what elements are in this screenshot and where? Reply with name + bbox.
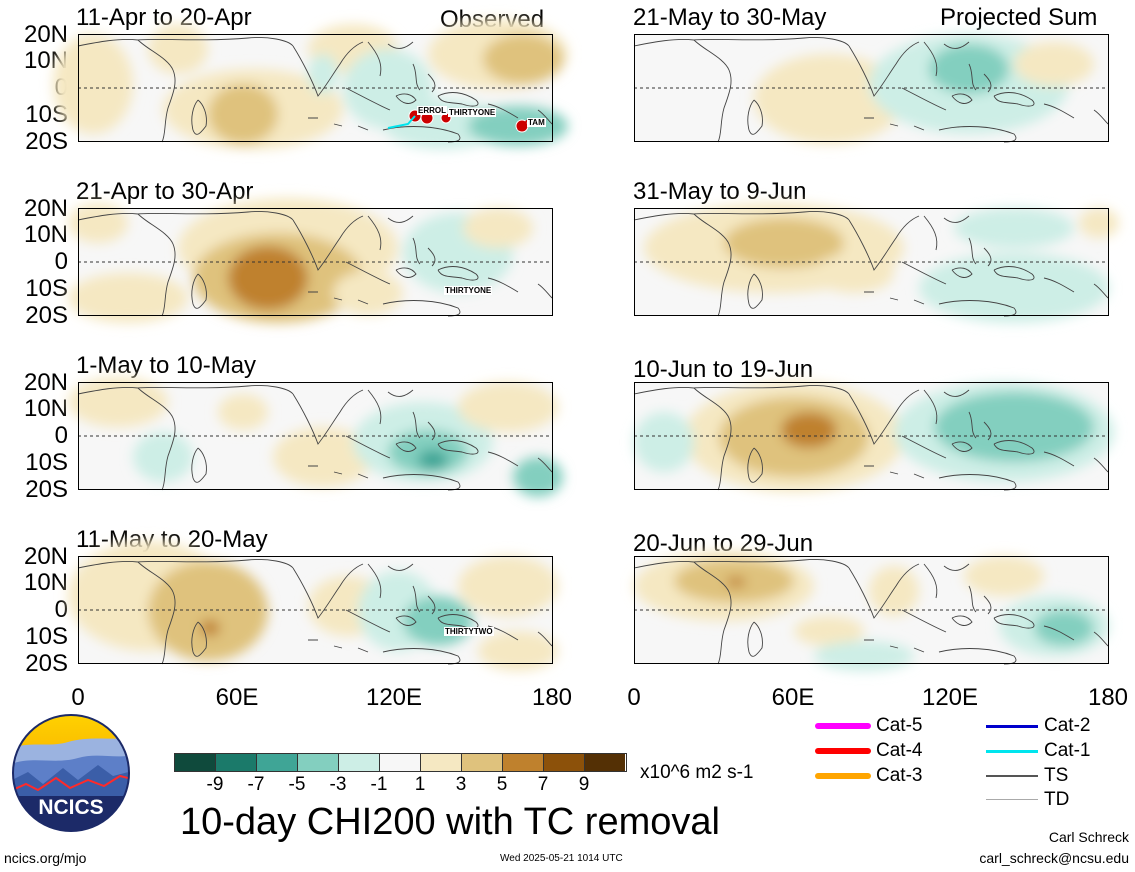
lat-label: 10N [23,221,68,248]
projected-header: Projected Sum [940,4,1098,31]
legend-label-cat2: Cat-2 [1044,715,1091,736]
lat-label: 20S [25,302,68,329]
legend-swatch-td [986,799,1038,800]
author: Carl Schreck [1048,829,1129,845]
lon-label: 180 [1087,684,1129,711]
lon-label: 0 [71,684,85,711]
lat-label: 20N [23,21,68,48]
panel-frame [78,208,553,316]
timestamp: Wed 2025-05-21 1014 UTC [500,853,623,864]
colorbar-bin [257,754,298,771]
lat-label: 0 [54,596,68,623]
colorbar-bin [175,754,216,771]
lat-label: 20N [23,195,68,222]
colorbar-bin [298,754,339,771]
lon-label: 0 [627,684,641,711]
colorbar-bin [503,754,544,771]
panel-title-obs-1: 11-Apr to 20-Apr [76,4,252,31]
lat-label: 20S [25,128,68,155]
logo-text: NCICS [38,796,103,819]
legend-label-cat5: Cat-5 [876,715,923,736]
panel-title-proj-3: 10-Jun to 19-Jun [633,356,814,383]
storm-label-errol: ERROL [417,106,447,115]
legend-swatch-cat1 [986,750,1038,753]
map-panel-proj-4 [633,551,1109,671]
colorbar-bin [544,754,585,771]
colorbar [174,753,627,772]
colorbar-tick: -9 [206,774,224,795]
colorbar-tick: -3 [329,774,347,795]
panel-title-obs-2: 21-Apr to 30-Apr [76,178,254,205]
storm-label-thirtyone-2: THIRTYONE [444,286,493,295]
colorbar-bin [421,754,462,771]
legend-label-td: TD [1044,789,1070,810]
lat-label: 10S [25,623,68,650]
colorbar-tick: 9 [578,774,590,795]
map-panel-proj-3 [633,382,1114,492]
colorbar-bin [462,754,503,771]
legend-label-cat3: Cat-3 [876,765,923,786]
storm-label-thirtytwo: THIRTYTWO [444,627,494,636]
map-panel-proj-1 [633,34,1109,144]
main-title: 10-day CHI200 with TC removal [180,801,720,843]
lat-label: 10N [23,395,68,422]
ncics-logo: NCICS [12,714,130,832]
panel-frame [634,34,1109,142]
panel-frame [78,556,553,664]
legend-swatch-ts [986,775,1038,777]
colorbar-bin [585,754,625,771]
panel-frame [634,208,1109,316]
panel-frame [78,382,553,490]
colorbar-units: x10^6 m2 s-1 [640,762,754,783]
colorbar-bin [216,754,257,771]
lon-label: 120E [365,684,423,711]
map-panel-obs-2 [68,198,553,323]
storm-label-tam: TAM [527,118,546,127]
map-panel-obs-4 [68,541,558,671]
legend-label-cat4: Cat-4 [876,740,923,761]
site-link[interactable]: ncics.org/mjo [4,850,87,866]
lon-label: 60E [215,684,259,711]
lon-label: 120E [921,684,979,711]
colorbar-tick: -7 [247,774,265,795]
colorbar-tick: -5 [288,774,306,795]
legend-label-ts: TS [1044,765,1069,786]
panel-frame [634,382,1109,490]
author-email[interactable]: carl_schreck@ncsu.edu [979,850,1129,866]
lat-label: 20N [23,543,68,570]
panel-title-proj-1: 21-May to 30-May [633,4,827,31]
colorbar-bin [380,754,421,771]
lon-label: 60E [771,684,815,711]
colorbar-tick: 7 [537,774,549,795]
storm-label-thirtyone: THIRTYONE [448,108,497,117]
lon-label: 180 [531,684,573,711]
panel-frame [634,556,1109,664]
colorbar-tick: 3 [455,774,467,795]
panel-title-proj-2: 31-May to 9-Jun [633,178,807,205]
legend-label-cat1: Cat-1 [1044,740,1091,761]
map-panel-proj-2 [633,203,1119,323]
colorbar-tick: 1 [414,774,426,795]
lat-label: 20S [25,650,68,677]
legend-swatch-cat5 [815,723,871,729]
legend-swatch-cat2 [986,725,1038,728]
panel-title-obs-3: 1-May to 10-May [76,352,257,379]
colorbar-tick: -1 [370,774,388,795]
lat-label: 10S [25,275,68,302]
colorbar-bin [339,754,380,771]
legend-swatch-cat3 [815,773,871,779]
storm-tracks [387,109,529,133]
lat-label: 10N [23,569,68,596]
lat-label: 10S [25,449,68,476]
map-panel-obs-3 [68,377,563,497]
colorbar-tick: 5 [496,774,508,795]
panel-frame [78,34,553,142]
legend-swatch-cat4 [815,748,871,754]
lat-label: 20S [25,476,68,503]
lat-label: 0 [54,248,68,275]
lat-label: 0 [54,422,68,449]
lat-label: 20N [23,369,68,396]
